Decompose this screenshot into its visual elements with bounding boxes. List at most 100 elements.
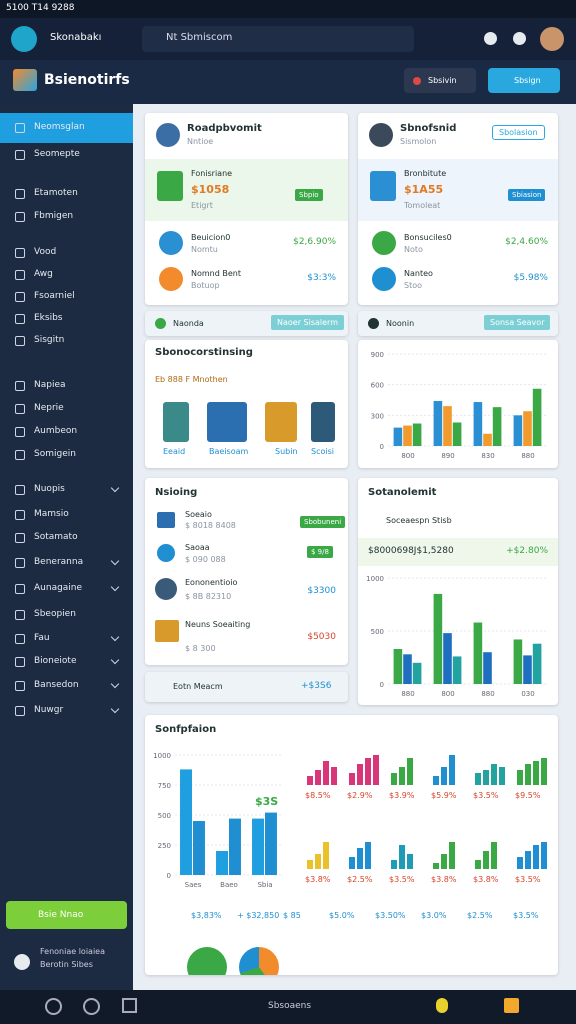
mini-chart xyxy=(475,764,505,785)
mini-bar xyxy=(399,845,405,869)
chart-card: 0 300 600 900 800 890 830 880 xyxy=(358,340,558,468)
row-sub: Botuop xyxy=(191,281,220,290)
nav-icon[interactable] xyxy=(122,998,137,1013)
sidebar-item[interactable]: Sisgitn xyxy=(34,335,65,345)
mini-chart xyxy=(517,842,547,869)
mini-chart xyxy=(307,761,337,785)
nav-icon[interactable] xyxy=(436,998,448,1013)
sidebar-icon xyxy=(15,681,25,691)
strip-button[interactable]: Naoer Sisalerm xyxy=(271,315,344,330)
bar xyxy=(532,388,542,446)
mini-label: $3.8% xyxy=(431,875,457,884)
bar xyxy=(452,422,462,446)
bar xyxy=(403,654,412,684)
bar xyxy=(403,425,412,446)
bar xyxy=(412,423,422,446)
profile-card: Sbnofsnid Sismolon Sbolasion Bronbitute … xyxy=(358,113,558,305)
icon-camera[interactable] xyxy=(484,32,497,45)
sidebar-item[interactable]: Neomsglan xyxy=(34,122,85,132)
y-tick-label: 1000 xyxy=(153,752,171,760)
mini-bar xyxy=(475,773,481,785)
card-title: Sbnofsnid xyxy=(400,123,457,134)
sidebar-item[interactable]: Etamoten xyxy=(34,188,78,198)
bar xyxy=(412,662,422,684)
nav-icon[interactable] xyxy=(83,998,100,1015)
sidebar-icon xyxy=(15,450,25,460)
bar xyxy=(532,643,542,684)
mini-bar xyxy=(391,773,397,785)
card-button[interactable]: Sbolasion xyxy=(492,125,545,140)
sidebar-item[interactable]: Mamsio xyxy=(34,509,69,519)
row-value: $5030 xyxy=(307,632,336,642)
bar xyxy=(433,401,443,446)
mini-chart xyxy=(349,755,379,785)
menu-button[interactable] xyxy=(11,26,37,52)
sidebar-item[interactable]: Bioneiote xyxy=(34,656,77,666)
chevron xyxy=(110,704,120,714)
sidebar-item[interactable]: Neprie xyxy=(34,403,64,413)
list-footer: Eotn Meacm +$3S6 xyxy=(145,672,348,702)
y-tick-label: 1000 xyxy=(366,575,384,583)
mini-bar xyxy=(433,863,439,869)
mini-label: $8.5% xyxy=(305,791,331,800)
feature-badge[interactable]: Sbiasion xyxy=(508,189,546,201)
sidebar-item[interactable]: Aunagaine xyxy=(34,583,83,593)
sidebar-item[interactable]: Nuopis xyxy=(34,484,65,494)
sidebar-item[interactable]: Fbmigen xyxy=(34,211,74,221)
sidebar-item[interactable]: Fau xyxy=(34,633,50,643)
sidebar-item[interactable]: Beneranna xyxy=(34,557,84,567)
mini-bar xyxy=(491,764,497,785)
sidebar-cta[interactable] xyxy=(6,901,127,929)
sidebar-item[interactable]: Sotamato xyxy=(34,532,78,542)
header-title: Bsienotirfs xyxy=(44,72,130,88)
sidebar-item[interactable]: Bansedon xyxy=(34,680,79,690)
feature-note: Etigrt xyxy=(191,201,213,210)
strip-button[interactable]: Sonsa Seavor xyxy=(484,315,551,330)
footer-value: +$3S6 xyxy=(301,681,332,691)
amount: $8000698J$1,5280 xyxy=(368,546,454,556)
sidebar-item[interactable]: Nuwgr xyxy=(34,705,64,715)
sidebar-item[interactable]: Somigein xyxy=(34,449,76,459)
card-title: Roadpbvomit xyxy=(187,123,262,134)
sidebar-item[interactable]: Aumbeon xyxy=(34,426,78,436)
card-title: Sotanolemit xyxy=(368,487,437,498)
y-tick-label: 0 xyxy=(380,443,384,451)
sidebar-item[interactable]: Eksibs xyxy=(34,313,63,323)
status-bar xyxy=(0,0,576,18)
sidebar-item[interactable]: Sbeopien xyxy=(34,609,76,619)
icon-chat[interactable] xyxy=(513,32,526,45)
mini-bar xyxy=(349,773,355,785)
sidebar-item[interactable]: Awg xyxy=(34,269,53,279)
mini-label: $3.9% xyxy=(389,791,415,800)
donut xyxy=(187,947,227,975)
sidebar-item[interactable]: Fsoarniel xyxy=(34,291,75,301)
card-title: Sbonocorstinsing xyxy=(155,347,253,358)
sidebar-icon xyxy=(15,634,25,644)
mini-bar xyxy=(433,776,439,785)
status-time: 5100 T14 9288 xyxy=(6,3,75,13)
chart: 0 250 500 750 1000 Saes Baeo Sbia xyxy=(153,752,283,889)
nav-icon[interactable] xyxy=(45,998,62,1015)
gallery-label: Scoisi xyxy=(311,447,334,456)
sidebar-item[interactable]: Seomepte xyxy=(34,149,80,159)
sidebar-icon xyxy=(15,248,25,258)
bar xyxy=(443,633,452,684)
feature-badge[interactable]: Sbpio xyxy=(295,189,323,201)
bar xyxy=(473,402,483,446)
nav-icon[interactable] xyxy=(504,998,519,1013)
row-label: Saoaa xyxy=(185,543,210,552)
x-tick-label: 830 xyxy=(481,452,494,460)
avatar[interactable] xyxy=(540,27,564,51)
search-box[interactable] xyxy=(142,26,414,52)
mini-bar xyxy=(483,770,489,785)
row-sub: $ 8 300 xyxy=(185,644,216,653)
row-sub: $ 090 088 xyxy=(185,555,226,564)
sidebar-icon xyxy=(15,657,25,667)
row-label: Nomnd Bent xyxy=(191,269,241,278)
bar xyxy=(523,411,532,446)
sidebar-item[interactable]: Vood xyxy=(34,247,57,257)
bar xyxy=(193,821,205,875)
sidebar-item[interactable]: Napiea xyxy=(34,380,66,390)
button-2[interactable] xyxy=(488,68,560,93)
sidebar-footer-subtitle: Berotin Sibes xyxy=(40,960,93,969)
